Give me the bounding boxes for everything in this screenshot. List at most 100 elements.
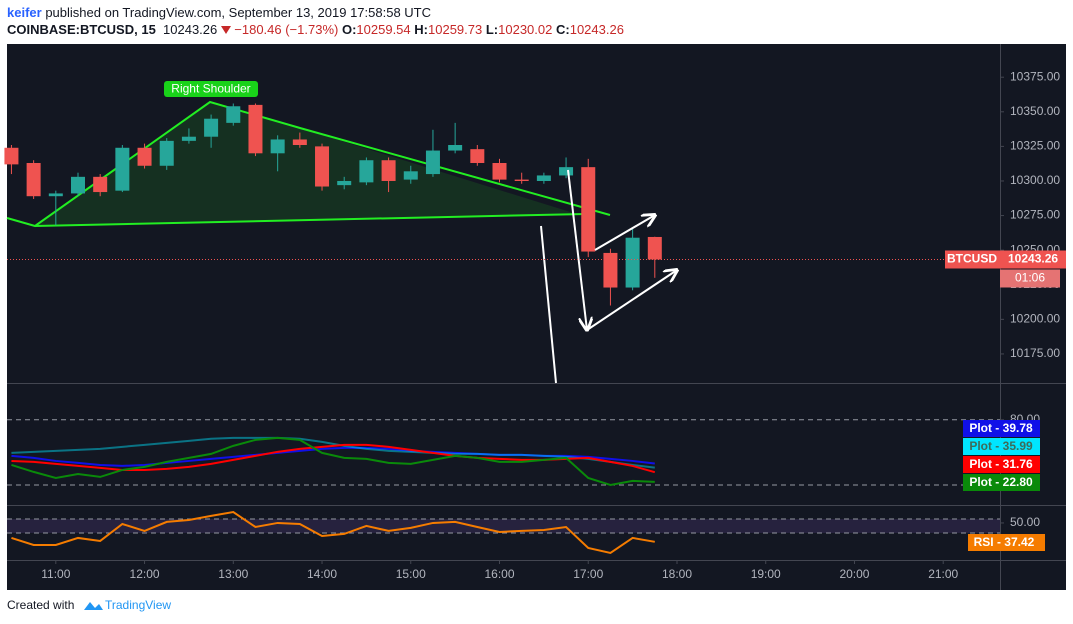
ohlc-value: 10230.02 bbox=[498, 22, 553, 37]
last: 10243.26 bbox=[163, 22, 218, 37]
candle-body bbox=[270, 139, 285, 154]
annotation: Right Shoulder bbox=[171, 82, 250, 96]
pattern-fill bbox=[35, 102, 580, 226]
candle-body bbox=[226, 106, 241, 123]
candle-body bbox=[403, 171, 418, 180]
candle-body bbox=[137, 147, 152, 166]
y-tick-label: 10175.00 bbox=[1010, 346, 1060, 360]
indicator-line bbox=[11, 510, 655, 555]
countdown-box bbox=[1000, 269, 1060, 288]
candle-body bbox=[647, 236, 662, 260]
down-triangle bbox=[221, 26, 232, 34]
drawing-arrow bbox=[594, 215, 655, 251]
ohlc-value: 10243.26 bbox=[569, 22, 624, 37]
legend-box bbox=[963, 420, 1040, 437]
y-tick-label: 10300.00 bbox=[1010, 173, 1060, 187]
y-tick-label: 10350.00 bbox=[1010, 104, 1060, 118]
candle-body bbox=[292, 139, 307, 146]
candle-body bbox=[559, 167, 574, 176]
candle-body bbox=[581, 167, 596, 252]
x-tick-label: 11:00 bbox=[41, 567, 70, 581]
legend-box bbox=[963, 438, 1040, 455]
y-tick-label: 10325.00 bbox=[1010, 139, 1060, 153]
candle-body bbox=[425, 150, 440, 175]
ohlc-label: H: bbox=[414, 22, 428, 37]
legend-label: Plot - 35.99 bbox=[969, 439, 1033, 453]
candles bbox=[4, 103, 662, 306]
neckline bbox=[34, 213, 586, 227]
x-tick-label: 21:00 bbox=[928, 567, 958, 581]
last-price-label: 10243.26 bbox=[1008, 252, 1058, 266]
chart-background bbox=[7, 44, 1066, 590]
published: published on TradingView.com, September … bbox=[45, 5, 431, 20]
drawing-line bbox=[540, 225, 557, 384]
drawing-arrow bbox=[567, 169, 587, 330]
x-tick-label: 16:00 bbox=[484, 567, 514, 581]
x-tick-label: 19:00 bbox=[751, 567, 781, 581]
candle-body bbox=[181, 136, 196, 141]
candle-body bbox=[315, 146, 330, 187]
header-line: keifer published on TradingView.com, Sep… bbox=[7, 4, 624, 21]
candle-body bbox=[93, 176, 108, 193]
change: −180.46 (−1.73%) bbox=[234, 22, 339, 37]
logo bbox=[84, 602, 103, 610]
candle-body bbox=[536, 175, 551, 181]
legend-label: Plot - 22.80 bbox=[969, 475, 1033, 489]
y-tick-label: 10275.00 bbox=[1010, 208, 1060, 222]
ohlc-label: C: bbox=[556, 22, 570, 37]
x-tick-label: 14:00 bbox=[307, 567, 337, 581]
ohlc-label: L: bbox=[485, 22, 499, 37]
candle-body bbox=[4, 147, 19, 165]
candle-body bbox=[492, 162, 507, 180]
footer-text: Created with bbox=[7, 598, 74, 612]
header: keifer published on TradingView.com, Sep… bbox=[7, 4, 624, 38]
x-tick-label: 12:00 bbox=[130, 567, 160, 581]
x-tick-label: 17:00 bbox=[573, 567, 603, 581]
legend-label: RSI - 37.42 bbox=[974, 535, 1035, 549]
y-tick-label: 50.00 bbox=[1010, 515, 1040, 529]
drawing-arrow bbox=[586, 270, 677, 331]
candle-body bbox=[70, 176, 85, 194]
candle-body bbox=[381, 160, 396, 181]
rsi-band bbox=[7, 519, 1000, 533]
candle-body bbox=[159, 140, 174, 166]
y-tick-label: 10375.00 bbox=[1010, 69, 1060, 83]
candle-body bbox=[204, 118, 219, 137]
candle-body bbox=[359, 160, 374, 183]
last-price-box bbox=[1000, 250, 1066, 269]
legend-box bbox=[963, 474, 1040, 491]
legend-label: Plot - 39.78 bbox=[969, 421, 1033, 435]
indicator-line bbox=[11, 436, 655, 469]
indicator-line bbox=[11, 446, 655, 467]
candle-body bbox=[448, 145, 463, 151]
y-tick-label: 10200.00 bbox=[1010, 312, 1060, 326]
legend-label: Plot - 31.76 bbox=[969, 457, 1033, 471]
candle-body bbox=[48, 193, 63, 197]
symbol-box bbox=[945, 250, 1000, 269]
x-tick-label: 20:00 bbox=[839, 567, 869, 581]
candle-body bbox=[514, 179, 529, 181]
x-tick-label: 15:00 bbox=[396, 567, 426, 581]
symbol: COINBASE:BTCUSD, 15 bbox=[7, 22, 156, 37]
candle-body bbox=[603, 252, 618, 288]
ohlc-value: 10259.73 bbox=[428, 22, 483, 37]
pattern-line bbox=[6, 100, 611, 228]
x-tick-label: 13:00 bbox=[218, 567, 248, 581]
user: keifer bbox=[7, 5, 42, 20]
ohlc-label: O: bbox=[341, 22, 357, 37]
x-tick-label: 18:00 bbox=[662, 567, 692, 581]
candle-body bbox=[625, 237, 640, 288]
candle-body bbox=[248, 104, 263, 154]
legend-box bbox=[963, 456, 1040, 473]
footer-brand: TradingView bbox=[105, 598, 171, 612]
header-line: COINBASE:BTCUSD, 15 10243.26 −180.46 (−1.… bbox=[7, 21, 624, 38]
indicator-line bbox=[11, 436, 655, 486]
candle-body bbox=[337, 180, 352, 186]
candle-body bbox=[26, 162, 41, 197]
ohlc-value: 10259.54 bbox=[356, 22, 411, 37]
annotation-box bbox=[164, 81, 258, 97]
legend-box bbox=[968, 534, 1045, 551]
countdown: 01:06 bbox=[1015, 271, 1045, 285]
